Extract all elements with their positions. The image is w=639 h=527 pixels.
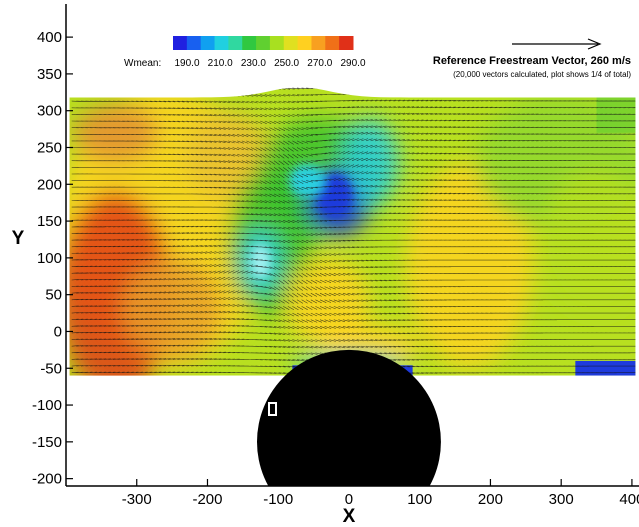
x-axis-title: X (343, 506, 356, 527)
legend-level-0: 190.0 (174, 58, 199, 69)
y-tick-label-6: 100 (37, 250, 62, 267)
legend-swatch-2 (200, 36, 216, 50)
y-tick-label-5: 150 (37, 213, 62, 230)
legend-level-5: 290.0 (340, 58, 365, 69)
legend-level-2: 230.0 (241, 58, 266, 69)
vector-strokes (71, 87, 636, 375)
legend-label: Wmean: (124, 58, 161, 69)
y-tick-label-0: 400 (37, 29, 62, 46)
legend-swatch-0 (173, 36, 188, 50)
legend-swatch-9 (297, 36, 312, 50)
probe-marker (268, 402, 277, 416)
legend-swatch-7 (269, 36, 285, 50)
field-blob-8 (341, 118, 399, 207)
velocity-vectors (71, 87, 636, 375)
legend-swatch-10 (311, 36, 326, 50)
cylinder-body (257, 349, 441, 486)
field-core-1 (250, 243, 271, 280)
legend-swatch-4 (228, 36, 243, 50)
y-ticks: 400 350 300 250 200 150 100 50 0 -50 -100 -150 -200 (32, 29, 73, 488)
y-tick-label-1: 350 (37, 66, 62, 83)
field-blob-3 (186, 110, 272, 200)
color-legend: Wmean: 190.0 210.0 230.0 250.0 270.0 290.0 (124, 36, 366, 69)
x-tick-label-3: 0 (345, 491, 353, 508)
x-tick-label-5: 200 (478, 491, 503, 508)
x-tick-label-4: 100 (407, 491, 432, 508)
reference-vector-title: Reference Freestream Vector, 260 m/s (433, 55, 631, 67)
legend-swatch-8 (283, 36, 299, 50)
field-top-right-patch (596, 97, 636, 133)
reference-vector: Reference Freestream Vector, 260 m/s (20… (433, 38, 631, 79)
x-tick-label-7: 400 (619, 491, 639, 508)
reference-vector-note: (20,000 vectors calculated, plot shows 1… (453, 70, 631, 79)
x-tick-label-0: -300 (122, 491, 152, 508)
legend-swatches (173, 36, 354, 50)
x-tick-label-2: -100 (263, 491, 293, 508)
legend-swatch-3 (214, 36, 229, 50)
axes: -300 -200 -100 0 100 200 300 400 400 350 300 250 20… (12, 4, 639, 527)
legend-swatch-1 (186, 36, 202, 50)
x-ticks: -300 -200 -100 0 100 200 300 400 (122, 479, 639, 508)
y-tick-label-3: 250 (37, 139, 62, 156)
field-blob-2 (122, 257, 222, 361)
field-bottom-strip-right (575, 360, 636, 376)
x-tick-label-1: -200 (192, 491, 222, 508)
y-tick-label-11: -150 (32, 434, 62, 451)
legend-levels: 190.0 210.0 230.0 250.0 270.0 290.0 (174, 58, 365, 69)
y-tick-label-8: 0 (54, 323, 62, 340)
y-tick-label-4: 200 (37, 176, 62, 193)
legend-level-1: 210.0 (208, 58, 233, 69)
y-tick-label-7: 50 (45, 287, 62, 304)
y-tick-label-12: -200 (32, 471, 62, 488)
legend-swatch-11 (325, 36, 340, 50)
legend-level-4: 270.0 (307, 58, 332, 69)
legend-swatch-12 (339, 36, 354, 50)
y-axis-title: Y (12, 228, 25, 249)
reference-arrow-head (587, 38, 602, 50)
legend-level-3: 250.0 (274, 58, 299, 69)
x-tick-label-6: 300 (549, 491, 574, 508)
y-tick-label-10: -100 (32, 397, 62, 414)
y-tick-label-2: 300 (37, 103, 62, 120)
field-blob-15 (73, 103, 158, 163)
legend-swatch-5 (242, 36, 257, 50)
y-tick-label-9: -50 (40, 360, 62, 377)
legend-swatch-6 (256, 36, 271, 50)
